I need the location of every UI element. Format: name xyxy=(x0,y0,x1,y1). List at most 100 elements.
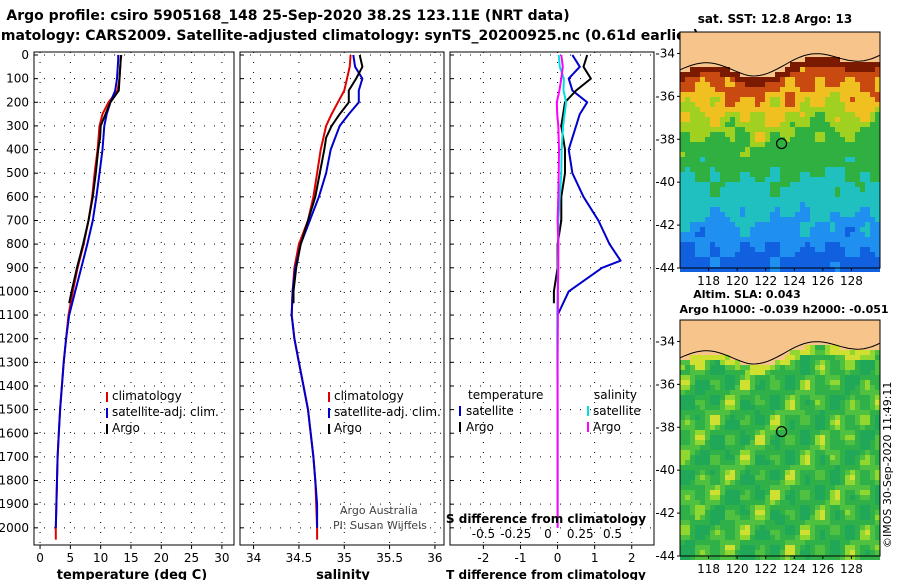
map-cell xyxy=(690,445,695,450)
map-cell xyxy=(690,430,695,435)
map-cell xyxy=(680,172,685,177)
map-cell xyxy=(820,510,825,515)
map-cell xyxy=(860,202,865,207)
map-cell xyxy=(835,510,840,515)
map-cell xyxy=(855,67,860,72)
map-cell xyxy=(815,77,820,82)
map-cell xyxy=(770,365,775,370)
map-cell xyxy=(685,262,690,267)
map-cell xyxy=(780,375,785,380)
map-cell xyxy=(820,242,825,247)
map-cell xyxy=(740,47,745,52)
map-cell xyxy=(775,252,780,257)
map-cell xyxy=(855,445,860,450)
map-cell xyxy=(690,335,695,340)
map-cell xyxy=(795,167,800,172)
map-cell xyxy=(830,207,835,212)
map-cell xyxy=(685,485,690,490)
map-cell xyxy=(740,520,745,525)
depth-tick-label: 1400 xyxy=(0,379,29,393)
map-cell xyxy=(850,345,855,350)
map-cell xyxy=(825,455,830,460)
map-cell xyxy=(710,212,715,217)
map-cell xyxy=(780,435,785,440)
map-cell xyxy=(720,262,725,267)
map-cell xyxy=(765,237,770,242)
map-cell xyxy=(690,510,695,515)
map-cell xyxy=(860,430,865,435)
map-cell xyxy=(790,202,795,207)
map-cell xyxy=(810,370,815,375)
map-cell xyxy=(715,365,720,370)
map-cell xyxy=(695,97,700,102)
map-cell xyxy=(785,360,790,365)
map-cell xyxy=(855,102,860,107)
map-cell xyxy=(705,157,710,162)
map-cell xyxy=(845,252,850,257)
map-cell xyxy=(815,47,820,52)
map-cell xyxy=(795,540,800,545)
map-cell xyxy=(725,37,730,42)
map-cell xyxy=(830,535,835,540)
map-cell xyxy=(795,445,800,450)
map-cell xyxy=(830,147,835,152)
map-cell xyxy=(855,470,860,475)
map-cell xyxy=(700,330,705,335)
map-cell xyxy=(870,67,875,72)
map-cell xyxy=(680,32,685,37)
map-cell xyxy=(720,127,725,132)
map-cell xyxy=(725,380,730,385)
map-cell xyxy=(835,365,840,370)
map-cell xyxy=(705,410,710,415)
map-cell xyxy=(700,67,705,72)
map-cell xyxy=(735,455,740,460)
map-cell xyxy=(855,212,860,217)
map-cell xyxy=(855,217,860,222)
map-cell xyxy=(745,227,750,232)
map-cell xyxy=(815,480,820,485)
map-cell xyxy=(785,515,790,520)
map-cell xyxy=(835,222,840,227)
map-cell xyxy=(745,112,750,117)
map-cell xyxy=(845,257,850,262)
map-cell xyxy=(825,375,830,380)
map-cell xyxy=(680,520,685,525)
map-cell xyxy=(760,525,765,530)
map-cell xyxy=(750,97,755,102)
map-cell xyxy=(825,435,830,440)
map-cell xyxy=(725,152,730,157)
map-cell xyxy=(825,425,830,430)
map-cell xyxy=(750,390,755,395)
lon-tick-label: 120 xyxy=(726,274,749,288)
map-cell xyxy=(850,137,855,142)
map-cell xyxy=(740,455,745,460)
map-cell xyxy=(780,370,785,375)
map-cell xyxy=(805,445,810,450)
map-cell xyxy=(745,435,750,440)
map-cell xyxy=(730,350,735,355)
map-cell xyxy=(705,52,710,57)
map-cell xyxy=(680,262,685,267)
map-cell xyxy=(865,32,870,37)
map-cell xyxy=(695,505,700,510)
map-cell xyxy=(780,500,785,505)
map-cell xyxy=(855,375,860,380)
map-cell xyxy=(805,62,810,67)
map-cell xyxy=(760,550,765,555)
map-cell xyxy=(695,480,700,485)
map-cell xyxy=(875,237,880,242)
map-cell xyxy=(680,42,685,47)
map-cell xyxy=(800,415,805,420)
depth-tick-label: 1900 xyxy=(0,497,29,511)
map-cell xyxy=(835,410,840,415)
map-cell xyxy=(825,162,830,167)
map-cell xyxy=(770,152,775,157)
map-cell xyxy=(870,390,875,395)
map-cell xyxy=(755,435,760,440)
map-cell xyxy=(855,455,860,460)
map-cell xyxy=(865,445,870,450)
map-cell xyxy=(840,485,845,490)
map-cell xyxy=(825,262,830,267)
map-cell xyxy=(715,435,720,440)
map-cell xyxy=(870,217,875,222)
